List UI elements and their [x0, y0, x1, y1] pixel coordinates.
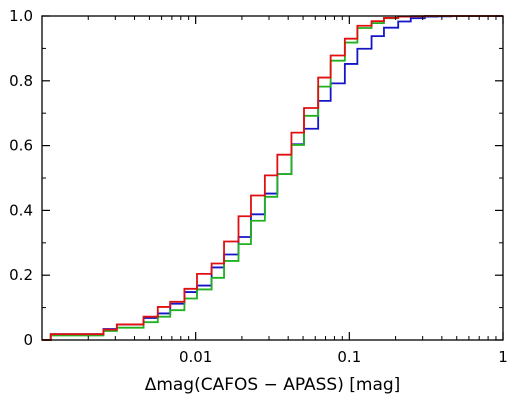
series-line-1 — [42, 15, 503, 341]
y-tick-label: 0.8 — [9, 72, 33, 90]
series-layer — [42, 15, 503, 341]
x-tick-label: 0.1 — [337, 348, 361, 366]
plot-frame — [41, 15, 504, 341]
y-tick-label: 0.4 — [9, 201, 33, 219]
y-tick-label: 0.2 — [9, 266, 33, 284]
series-line-0 — [42, 15, 503, 341]
y-tick-label: 0.6 — [9, 137, 33, 155]
ticks-layer: 0.01 0.1 1 0 0.2 0.4 0.6 0.8 1.0 — [9, 7, 508, 366]
y-tick-label: 1.0 — [9, 7, 33, 25]
x-tick-label: 0.01 — [179, 348, 212, 366]
y-tick-label: 0 — [23, 331, 33, 349]
x-axis-label: Δmag(CAFOS − APASS) [mag] — [145, 375, 401, 395]
x-tick-label: 1 — [498, 348, 508, 366]
series-line-2 — [42, 15, 503, 341]
